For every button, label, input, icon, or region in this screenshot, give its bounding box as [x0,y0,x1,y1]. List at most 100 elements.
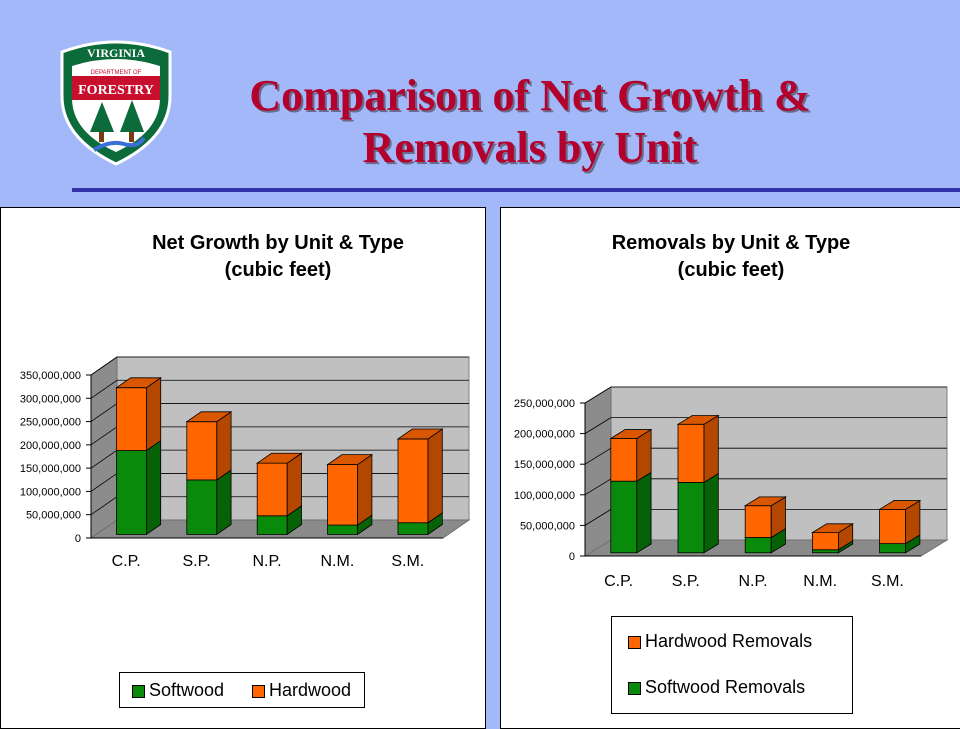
x-tick-label: S.P. [183,553,211,570]
logo-river [92,136,146,152]
x-tick-label: C.P. [112,553,141,570]
gridline-side [90,426,118,446]
hardwood-removals-swatch [628,635,641,649]
bar-cp-softwood-removals [610,480,638,554]
gridline-side [90,496,118,516]
bar-top [878,500,922,510]
x-tick-label: N.P. [252,553,281,570]
bar-np-softwood-removals [744,537,772,554]
bar-nm-hardwood [327,464,359,526]
bar-nm-hardwood-removals [811,532,839,551]
net-growth-title-line: Net Growth by Unit & Type [152,232,404,254]
slide-title-line2: Removals by Unit [362,123,698,172]
bar-side [286,452,302,517]
removals-chart: 0 50,000,000 100,000,000 150,000,000 200,000… [514,386,949,590]
gridline-side [584,447,612,465]
y-tick-label: 250,000,000 [20,417,81,429]
x-tick-label: C.P. [604,573,633,590]
legend-item-softwood: Softwood [132,680,224,701]
x-tick-label: N.M. [321,553,355,570]
chart-side-wall [90,356,118,539]
removals-title-line: Removals by Unit & Type [611,232,851,254]
slide-title-line1: Comparison of Net Growth & [249,71,811,120]
net-growth-legend: Softwood Hardwood [119,672,365,708]
y-tick-label: 100,000,000 [20,486,81,498]
y-tick-label: 200,000,000 [20,440,81,452]
net-growth-chart: 0 50,000,000 100,000,000 150,000,000 200,000… [20,356,471,570]
bar-sp-hardwood [186,421,218,481]
bar-cp-hardwood [116,387,147,451]
legend-item-hardwood-removals: Hardwood Removals [628,631,812,652]
y-tick-label: 350,000,000 [20,370,81,382]
bar-cp-softwood [116,450,147,535]
bar-nm-softwood-removals [811,549,839,554]
bar-top [326,454,374,465]
x-tick-label: S.M. [871,573,904,590]
slide-title: Comparison of Net Growth & Removals by U… [180,70,880,174]
bar-sm-softwood-removals [879,543,907,554]
bar-side [703,414,719,484]
logo-tree-right [120,100,144,132]
bar-side [427,428,443,524]
y-tick-label: 100,000,000 [514,490,575,502]
bar-top [810,523,855,534]
title-divider [72,188,960,192]
gridline-side [90,473,118,492]
x-tick-label: N.M. [803,573,837,590]
gridline-side [90,356,118,376]
bar-sp-softwood [186,479,218,535]
gridline-side [90,449,118,469]
legend-item-softwood-removals: Softwood Removals [628,677,805,698]
y-tick-label: 200,000,000 [514,429,575,441]
legend-label-hardwood-removals: Hardwood Removals [645,631,813,651]
bar-np-softwood [256,515,288,535]
gridline-side [90,379,118,399]
bar-side [357,453,373,526]
y-tick-label: 50,000,000 [26,510,81,522]
gridline-side [584,478,612,496]
x-tick-label: S.P. [672,573,700,590]
y-tick-label: 150,000,000 [20,463,81,475]
bar-cp-hardwood-removals [610,437,638,482]
logo-banner [72,76,160,100]
bar-side [216,469,232,536]
legend-label-hardwood: Hardwood [269,680,352,700]
bar-top [115,377,162,389]
x-tick-label: N.P. [738,573,767,590]
logo-top-text: VIRGINIA [87,46,145,60]
bar-side [145,377,162,452]
y-tick-label: 0 [569,551,575,563]
y-tick-label: 300,000,000 [20,393,81,405]
forestry-logo: VIRGINIA DEPARTMENT OF FORESTRY [60,40,172,166]
logo-tree-left [90,102,114,132]
logo-trunk-left [99,132,104,142]
y-tick-label: 50,000,000 [520,520,575,532]
y-tick-label: 150,000,000 [514,459,575,471]
chart-side-wall [584,386,612,557]
bar-sp-softwood-removals [677,482,705,554]
bar-side [145,439,162,536]
gridline-side [584,386,612,404]
softwood-removals-swatch [628,681,641,695]
bar-top [609,429,653,439]
bar-top [396,428,444,440]
gridline-side [90,403,118,422]
bar-sm-softwood [397,522,429,535]
softwood-swatch [132,684,145,698]
bar-top [185,411,233,423]
bar-side [703,472,719,554]
bar-sm-hardwood [397,438,429,524]
gridline-side [584,417,612,434]
net-growth-panel: Net Growth by Unit & Type (cubic feet) 0… [0,207,486,729]
bar-top [676,415,720,425]
hardwood-swatch [252,684,265,698]
removals-chart-title: Removals by Unit & Type (cubic feet) [501,230,960,284]
bar-np-hardwood [256,462,288,517]
bar-top [255,452,303,464]
bar-sm-hardwood-removals [879,508,907,545]
bar-side [636,471,652,554]
logo-bottom-text: FORESTRY [78,83,154,98]
removals-legend: Hardwood Removals Softwood Removals [611,616,853,714]
y-tick-label: 250,000,000 [514,398,575,410]
net-growth-subtitle-line: (cubic feet) [224,259,332,281]
